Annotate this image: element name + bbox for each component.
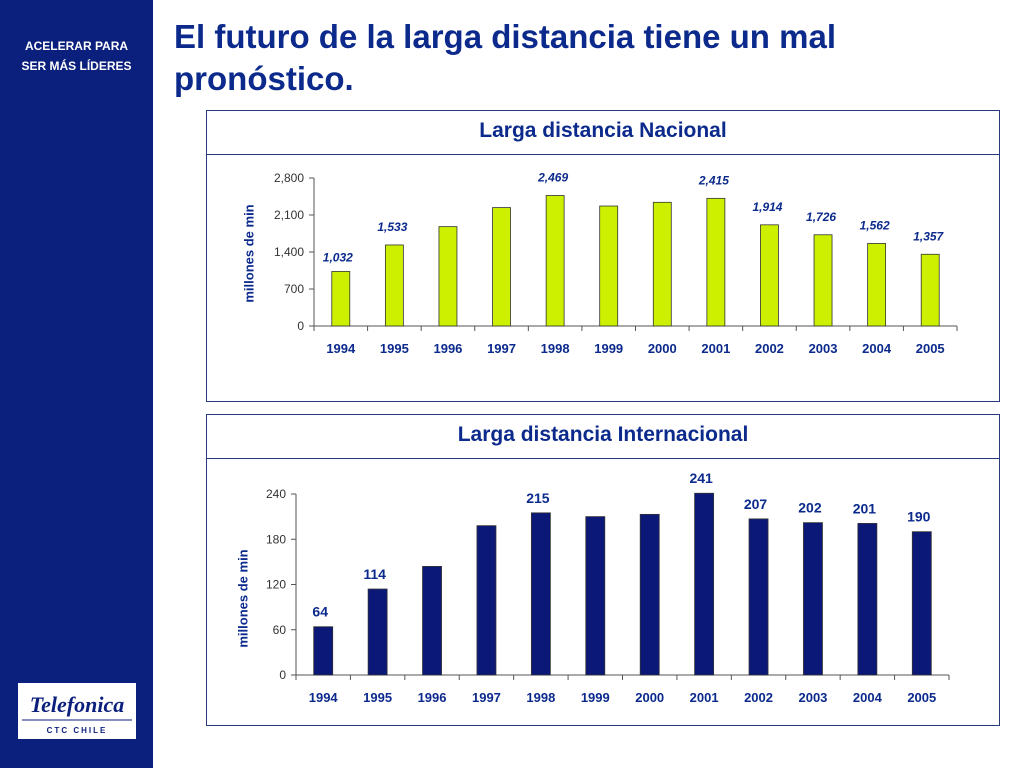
x-tick-label-internacional: 2000 xyxy=(635,690,664,705)
bar-nacional-1995 xyxy=(384,244,404,327)
x-tick-label-nacional: 2003 xyxy=(809,341,838,356)
data-label-nacional: 2,469 xyxy=(537,170,568,184)
bar-nacional-2001 xyxy=(706,197,726,327)
chart-title-internacional: Larga distancia Internacional xyxy=(207,415,999,459)
logo-brand-text: Telefonica xyxy=(30,692,125,717)
y-tick-label-nacional: 1,400 xyxy=(274,245,304,259)
tagline-line-1: ACELERAR PARA xyxy=(24,39,129,53)
chart-panel-nacional: Larga distancia Nacional millones de min… xyxy=(206,110,1000,402)
data-label-internacional: 241 xyxy=(689,470,713,486)
bar-nacional-1994 xyxy=(331,271,351,327)
data-label-internacional: 64 xyxy=(312,604,328,620)
page-title: El futuro de la larga distancia tiene un… xyxy=(174,18,836,97)
bar-internacional-1997 xyxy=(476,525,497,676)
logo-sub-text: CTC CHILE xyxy=(47,726,108,735)
x-tick-label-internacional: 1996 xyxy=(418,690,447,705)
y-tick-label-internacional: 0 xyxy=(279,668,286,682)
x-tick-label-internacional: 2003 xyxy=(798,690,827,705)
x-tick-label-internacional: 1994 xyxy=(309,690,339,705)
tagline-line-2: SER MÁS LÍDERES xyxy=(21,59,132,73)
bar-chart-internacional: 0 60 120 180 240 1994 64 1995 114 1996 1997 1998 215… xyxy=(266,470,950,705)
x-tick-label-nacional: 1995 xyxy=(380,341,409,356)
x-tick-label-nacional: 2002 xyxy=(755,341,784,356)
x-tick-label-nacional: 2005 xyxy=(916,341,945,356)
x-tick-label-nacional: 1994 xyxy=(326,341,356,356)
y-tick-label-internacional: 60 xyxy=(273,623,287,637)
x-tick-label-internacional: 2004 xyxy=(853,690,883,705)
x-tick-label-nacional: 1996 xyxy=(433,341,462,356)
data-label-internacional: 202 xyxy=(798,500,822,516)
telefonica-logo: Telefonica CTC CHILE xyxy=(18,683,136,739)
bar-internacional-1995 xyxy=(367,588,388,676)
data-label-nacional: 1,914 xyxy=(752,200,782,214)
bar-internacional-2001 xyxy=(694,492,715,676)
y-tick-label-nacional: 700 xyxy=(284,282,304,296)
x-tick-label-nacional: 1997 xyxy=(487,341,516,356)
data-label-internacional: 207 xyxy=(744,496,768,512)
bar-nacional-1997 xyxy=(492,207,511,327)
y-tick-label-internacional: 240 xyxy=(266,487,286,501)
data-label-internacional: 215 xyxy=(526,490,550,506)
x-tick-label-nacional: 2001 xyxy=(701,341,730,356)
x-tick-label-internacional: 2005 xyxy=(907,690,936,705)
y-tick-label-nacional: 2,800 xyxy=(274,171,304,185)
bar-chart-nacional: 0 700 1,400 2,100 2,800 1994 1,032 1995 1,533 199… xyxy=(274,170,958,356)
y-tick-label-internacional: 120 xyxy=(266,578,286,592)
bar-internacional-2000 xyxy=(639,513,660,676)
bar-nacional-1998 xyxy=(545,195,565,327)
x-tick-label-internacional: 1995 xyxy=(363,690,392,705)
chart-title-nacional: Larga distancia Nacional xyxy=(207,111,999,155)
bar-internacional-1994 xyxy=(313,626,334,676)
x-tick-label-internacional: 1999 xyxy=(581,690,610,705)
data-label-nacional: 1,032 xyxy=(323,250,353,264)
bar-nacional-2002 xyxy=(760,224,779,327)
data-label-nacional: 1,533 xyxy=(377,220,407,234)
bar-internacional-2003 xyxy=(803,522,823,676)
x-tick-label-internacional: 2001 xyxy=(690,690,719,705)
x-tick-label-nacional: 1998 xyxy=(541,341,570,356)
bar-nacional-1999 xyxy=(599,205,619,327)
bar-internacional-2002 xyxy=(748,518,769,676)
x-tick-label-internacional: 1997 xyxy=(472,690,501,705)
data-label-nacional: 1,726 xyxy=(806,210,836,224)
x-tick-label-internacional: 1998 xyxy=(526,690,555,705)
bar-internacional-1998 xyxy=(530,512,551,676)
y-tick-label-nacional: 0 xyxy=(297,319,304,333)
bar-nacional-2003 xyxy=(813,234,833,327)
tagline: ACELERAR PARA SER MÁS LÍDERES xyxy=(0,36,153,76)
bar-nacional-1996 xyxy=(438,226,458,327)
x-tick-label-internacional: 2002 xyxy=(744,690,773,705)
data-label-internacional: 190 xyxy=(907,509,931,525)
data-label-nacional: 2,415 xyxy=(698,173,729,187)
sidebar: ACELERAR PARA SER MÁS LÍDERES Telefonica… xyxy=(0,0,153,768)
x-tick-label-nacional: 1999 xyxy=(594,341,623,356)
bar-internacional-2004 xyxy=(857,523,878,676)
bar-nacional-2004 xyxy=(867,243,887,327)
data-label-nacional: 1,357 xyxy=(913,229,944,243)
bar-nacional-2005 xyxy=(920,253,940,327)
y-tick-label-internacional: 180 xyxy=(266,532,286,546)
y-tick-label-nacional: 2,100 xyxy=(274,208,304,222)
x-tick-label-nacional: 2004 xyxy=(862,341,892,356)
data-label-internacional: 201 xyxy=(853,500,877,516)
bar-internacional-1996 xyxy=(422,565,442,676)
bar-internacional-2005 xyxy=(911,531,932,676)
data-label-nacional: 1,562 xyxy=(860,218,890,232)
x-tick-label-nacional: 2000 xyxy=(648,341,677,356)
data-label-internacional: 114 xyxy=(363,566,386,582)
chart-panel-internacional: Larga distancia Internacional millones d… xyxy=(206,414,1000,726)
bar-internacional-1999 xyxy=(585,516,606,676)
bar-nacional-2000 xyxy=(652,201,672,327)
